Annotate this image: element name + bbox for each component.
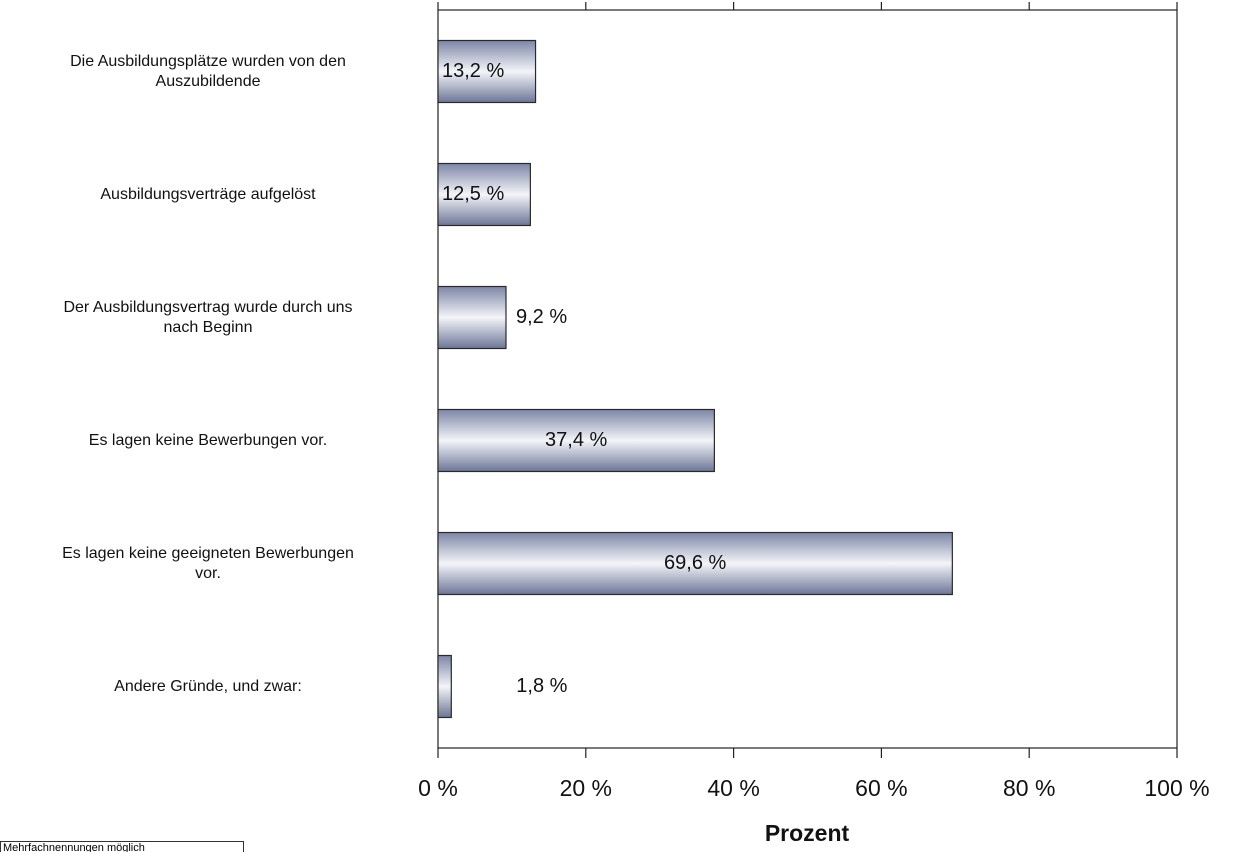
value-label: 12,5 % [442, 183, 504, 205]
x-tick-label: 80 % [1003, 775, 1055, 801]
bar [437, 162, 531, 227]
value-label: 69,6 % [664, 552, 726, 574]
y-tick-label: Ausbildungsverträge aufgelöst [100, 185, 316, 203]
x-tick-label: 20 % [560, 775, 612, 801]
value-label: 13,2 % [442, 60, 504, 82]
y-tick-label: Der Ausbildungsvertrag wurde durch uns n… [63, 298, 353, 336]
bar [437, 408, 715, 473]
footnote: Mehrfachnennungen möglich [0, 841, 244, 852]
x-axis-label: Prozent [765, 820, 850, 846]
y-tick-label: Die Ausbildungsplätze wurden von den Aus… [70, 52, 346, 90]
bar [437, 654, 452, 719]
bar [437, 531, 953, 596]
value-label: 9,2 % [516, 306, 567, 328]
x-tick-label: 0 % [418, 775, 458, 801]
x-tick-label: 100 % [1144, 775, 1209, 801]
bar [437, 39, 537, 104]
y-tick-label: Es lagen keine geeigneten Bewerbungen vo… [62, 544, 354, 582]
x-tick-label: 40 % [707, 775, 759, 801]
bar [437, 285, 507, 350]
y-tick-label: Es lagen keine Bewerbungen vor. [88, 431, 328, 449]
value-label: 37,4 % [545, 429, 607, 451]
value-label: 1,8 % [516, 675, 567, 697]
plot-frame [437, 9, 1178, 749]
y-tick-label: Andere Gründe, und zwar: [114, 677, 302, 695]
x-tick-label: 60 % [855, 775, 907, 801]
